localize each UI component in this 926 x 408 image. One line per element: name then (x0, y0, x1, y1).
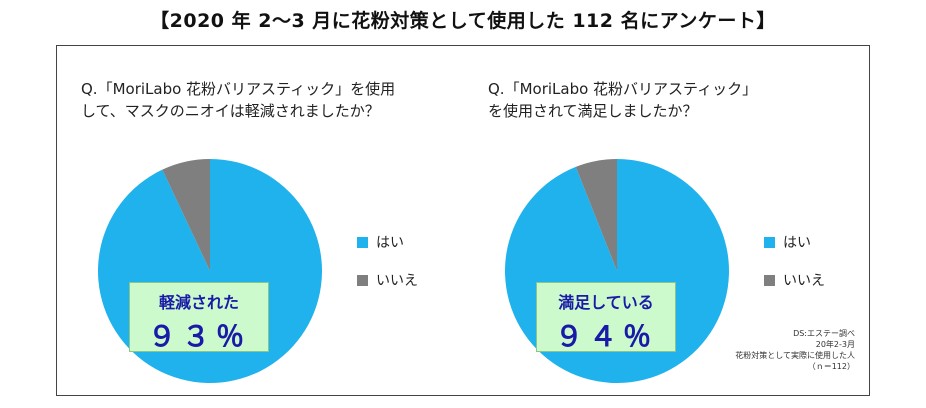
legend-item-yes: はい (764, 232, 825, 252)
legend-label-no: いいえ (376, 273, 418, 289)
question-satisfaction-line1: Q.「MoriLabo 花粉バリアスティック」 (488, 80, 758, 98)
source-line2: 20年2-3月 (815, 340, 855, 349)
legend-satisfaction: はい いいえ (764, 232, 825, 308)
callout-satisfaction: 満足している ９４％ (536, 282, 676, 353)
callout-odor-label: 軽減された (158, 293, 239, 312)
legend-item-yes: はい (357, 232, 418, 252)
source-note: DS:エステー調べ 20年2-3月 花粉対策として実際に使用した人 （ｎ＝112… (735, 328, 855, 372)
legend-label-yes: はい (376, 235, 404, 251)
callout-odor-value: ９３％ (147, 320, 250, 353)
survey-frame: Q.「MoriLabo 花粉バリアスティック」を使用 して、マスクのニオイは軽減… (56, 45, 870, 396)
legend-swatch-yes (357, 236, 368, 248)
legend-swatch-yes (764, 236, 775, 248)
callout-satisfaction-label: 満足している (558, 293, 654, 312)
chart-panel-odor: Q.「MoriLabo 花粉バリアスティック」を使用 して、マスクのニオイは軽減… (57, 46, 464, 395)
source-line4: （ｎ＝112） (807, 362, 855, 371)
page-title: 【2020 年 2〜3 月に花粉対策として使用した 112 名にアンケート】 (150, 10, 776, 32)
chart-panel-satisfaction: Q.「MoriLabo 花粉バリアスティック」 を使用されて満足しましたか？ は… (464, 46, 871, 395)
question-odor-line2: して、マスクのニオイは軽減されましたか？ (81, 102, 380, 120)
pie-slice-no (162, 159, 210, 271)
callout-odor: 軽減された ９３％ (129, 282, 269, 353)
question-satisfaction: Q.「MoriLabo 花粉バリアスティック」 を使用されて満足しましたか？ (488, 78, 757, 122)
legend-odor: はい いいえ (357, 232, 418, 308)
legend-item-no: いいえ (357, 270, 418, 290)
question-odor-line1: Q.「MoriLabo 花粉バリアスティック」を使用 (81, 80, 396, 98)
legend-item-no: いいえ (764, 270, 825, 290)
source-line1: DS:エステー調べ (793, 329, 855, 338)
legend-label-no: いいえ (783, 273, 825, 289)
question-satisfaction-line2: を使用されて満足しましたか？ (488, 102, 698, 120)
callout-satisfaction-value: ９４％ (554, 320, 657, 353)
legend-label-yes: はい (783, 235, 811, 251)
source-line3: 花粉対策として実際に使用した人 (735, 351, 855, 360)
legend-swatch-no (764, 274, 775, 286)
legend-swatch-no (357, 274, 368, 286)
question-odor: Q.「MoriLabo 花粉バリアスティック」を使用 して、マスクのニオイは軽減… (81, 78, 395, 122)
pie-slice-no (575, 159, 617, 271)
